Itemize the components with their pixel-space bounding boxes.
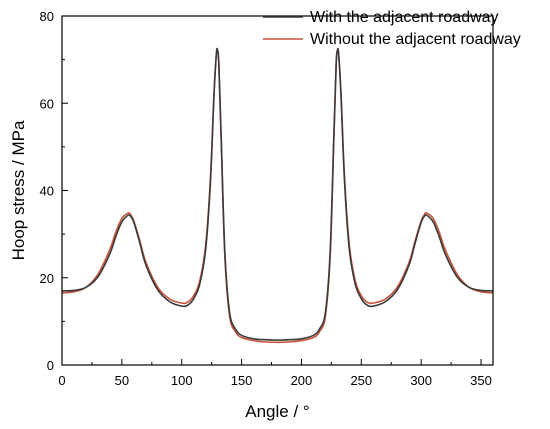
x-tick-label: 350	[470, 373, 492, 388]
x-axis-title: Angle / °	[245, 402, 309, 421]
legend-label-without-roadway: Without the adjacent roadway	[310, 31, 521, 48]
tick-labels: 0 50 100 150 200 250 300 350 0 20 40 60 80	[40, 9, 492, 388]
x-tick-label: 300	[410, 373, 432, 388]
y-tick-label: 0	[47, 358, 54, 373]
x-tick-label: 0	[58, 373, 65, 388]
y-tick-label: 20	[40, 271, 54, 286]
plot-frame	[61, 15, 494, 366]
series-line-without-roadway	[61, 47, 494, 344]
x-tick-label: 200	[291, 373, 313, 388]
legend-label-with-roadway: With the adjacent roadway	[310, 9, 499, 26]
y-axis-title: Hoop stress / MPa	[9, 120, 28, 260]
x-tick-label: 150	[231, 373, 253, 388]
x-tick-label: 100	[171, 373, 193, 388]
y-tick-label: 80	[40, 9, 54, 24]
series-line-with-roadway	[61, 47, 494, 341]
y-tick-label: 60	[40, 96, 54, 111]
y-tick-label: 40	[40, 184, 54, 199]
x-tick-label: 50	[115, 373, 129, 388]
series-lines	[61, 47, 494, 344]
legend: With the adjacent roadway Without the ad…	[263, 9, 521, 48]
axis-ticks	[61, 15, 482, 366]
x-tick-label: 250	[350, 373, 372, 388]
